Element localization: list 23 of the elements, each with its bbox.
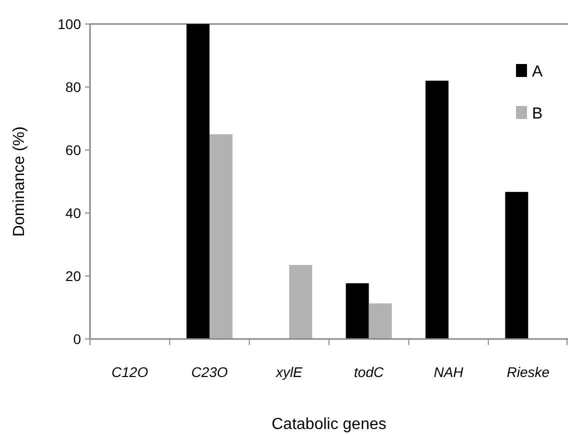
x-tick-label: C12O bbox=[112, 364, 148, 380]
bar bbox=[346, 283, 369, 339]
legend-label: B bbox=[532, 106, 543, 123]
bar bbox=[426, 80, 448, 339]
x-axis-title: Catabolic genes bbox=[272, 416, 386, 433]
x-tick-label: Rieske bbox=[506, 364, 550, 380]
y-axis-title: Dominance (%) bbox=[11, 126, 28, 237]
x-tick-label: C23O bbox=[191, 364, 228, 380]
bar bbox=[289, 264, 312, 339]
x-tick-label: xylE bbox=[274, 364, 304, 380]
bar bbox=[186, 24, 210, 339]
y-tick-label: 100 bbox=[58, 16, 82, 32]
y-tick-label: 20 bbox=[65, 268, 82, 284]
legend-label: A bbox=[532, 64, 543, 81]
bar bbox=[210, 134, 232, 339]
bar bbox=[368, 303, 392, 339]
y-tick-label: 80 bbox=[65, 78, 82, 95]
y-tick-label: 0 bbox=[73, 330, 82, 347]
y-tick-label: 60 bbox=[65, 142, 82, 158]
x-tick-label: NAH bbox=[434, 364, 464, 380]
y-tick-label: 40 bbox=[65, 204, 82, 221]
bar bbox=[505, 192, 528, 339]
x-tick-label: todC bbox=[354, 364, 385, 380]
